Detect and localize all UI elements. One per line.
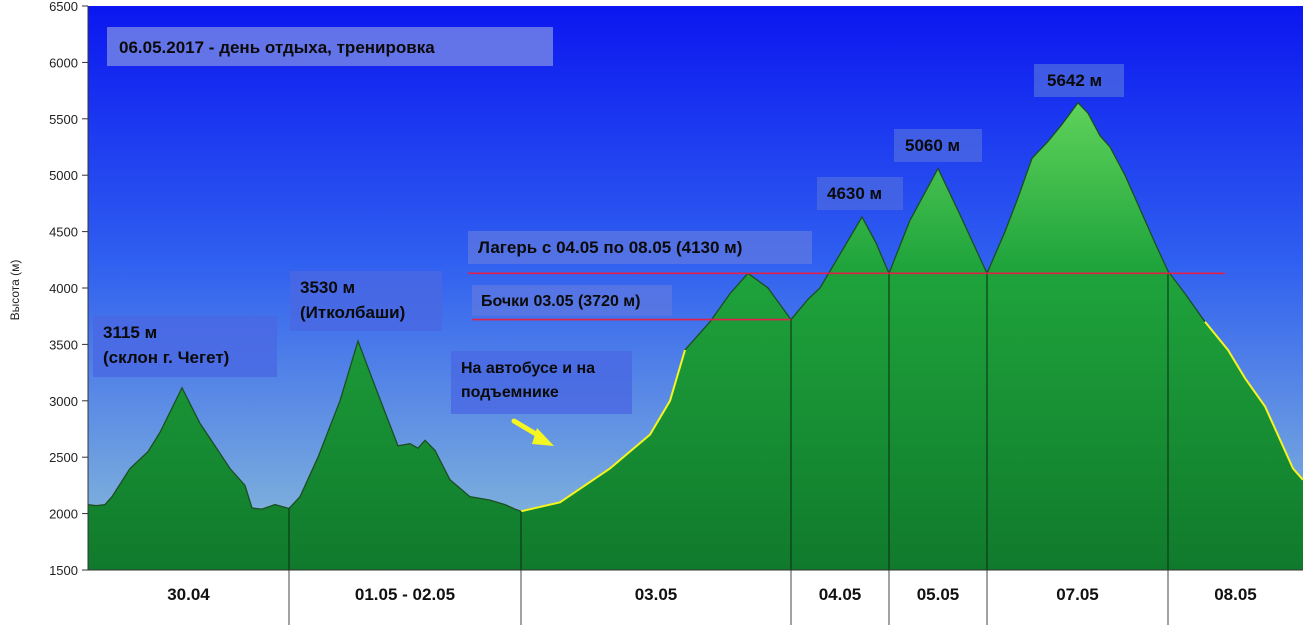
annotation-box bbox=[894, 129, 982, 162]
transport-arrow bbox=[511, 418, 554, 446]
y-tick-label: 5000 bbox=[49, 168, 78, 183]
annotation-4: 5060 м bbox=[894, 129, 982, 162]
y-tick-label: 3000 bbox=[49, 394, 78, 409]
chart-title: 06.05.2017 - день отдыха, тренировка bbox=[119, 38, 435, 57]
annotation-text: 5642 м bbox=[1047, 71, 1102, 90]
annotation-2: На автобусе и на подъемнике bbox=[451, 351, 632, 414]
annotation-text: 4630 м bbox=[827, 184, 882, 203]
annotation-box bbox=[1034, 64, 1124, 97]
annotation-box bbox=[451, 351, 632, 414]
transport-arrow-head bbox=[532, 428, 554, 446]
y-tick-label: 2500 bbox=[49, 450, 78, 465]
annotation-text: 5060 м bbox=[905, 136, 960, 155]
elevation-area bbox=[88, 102, 1303, 571]
title-box: 06.05.2017 - день отдыха, тренировка bbox=[107, 27, 553, 66]
y-tick-label: 6500 bbox=[49, 0, 78, 14]
y-tick-label: 4000 bbox=[49, 281, 78, 296]
reference-line-1: Бочки 03.05 (3720 м) bbox=[472, 285, 791, 321]
annotation-text: (Итколбаши) bbox=[300, 303, 405, 322]
annotation-1: 3530 м (Итколбаши) bbox=[290, 271, 442, 331]
annotation-box bbox=[290, 271, 442, 331]
reference-line-0: Лагерь с 04.05 по 08.05 (4130 м) bbox=[468, 231, 1225, 275]
reference-label-box bbox=[468, 231, 812, 264]
annotation-box bbox=[817, 177, 903, 210]
y-tick-label: 2000 bbox=[49, 507, 78, 522]
day-label: 04.05 bbox=[819, 585, 862, 604]
reference-label: Бочки 03.05 (3720 м) bbox=[481, 293, 640, 310]
annotation-box bbox=[93, 316, 277, 377]
day-label: 30.04 bbox=[167, 585, 210, 604]
annotation-text: На автобусе и на bbox=[461, 360, 595, 377]
y-tick-label: 4500 bbox=[49, 225, 78, 240]
annotation-text: подъемнике bbox=[461, 384, 559, 401]
day-label: 01.05 - 02.05 bbox=[355, 585, 455, 604]
reference-label-box bbox=[472, 285, 672, 316]
annotation-5: 5642 м bbox=[1034, 64, 1124, 97]
transport-segment-0 bbox=[520, 349, 686, 513]
annotation-text: 3115 м bbox=[103, 323, 157, 342]
annotation-0: 3115 м (склон г. Чегет) bbox=[93, 316, 277, 377]
y-tick-label: 6000 bbox=[49, 55, 78, 70]
day-label: 07.05 bbox=[1056, 585, 1099, 604]
y-tick-label: 5500 bbox=[49, 112, 78, 127]
annotation-text: 3530 м bbox=[300, 278, 355, 297]
y-tick-label: 3500 bbox=[49, 337, 78, 352]
y-tick-label: 1500 bbox=[49, 563, 78, 578]
day-label: 08.05 bbox=[1214, 585, 1257, 604]
annotation-3: 4630 м bbox=[817, 177, 903, 210]
transport-segment-1 bbox=[1204, 321, 1304, 481]
reference-label: Лагерь с 04.05 по 08.05 (4130 м) bbox=[478, 238, 742, 257]
day-label: 05.05 bbox=[917, 585, 960, 604]
day-label: 03.05 bbox=[635, 585, 678, 604]
y-axis-label: Высота (м) bbox=[8, 260, 22, 321]
annotation-text: (склон г. Чегет) bbox=[103, 348, 229, 367]
